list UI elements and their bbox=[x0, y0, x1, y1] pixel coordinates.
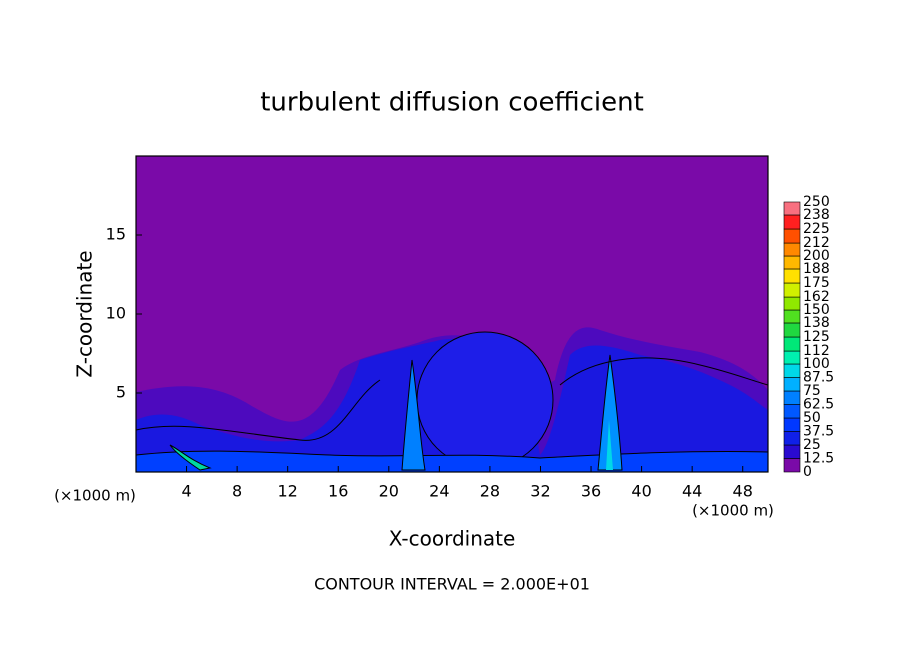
x-unit-left: (×1000 m) bbox=[54, 487, 136, 505]
colorbar-bin bbox=[783, 404, 801, 419]
colorbar-bin bbox=[783, 350, 801, 365]
colorbar-bin bbox=[783, 228, 801, 244]
field bbox=[135, 156, 769, 473]
colorbar-bin bbox=[783, 201, 801, 216]
colorbar-bin bbox=[783, 431, 801, 446]
colorbar-label: 112 bbox=[803, 343, 830, 359]
colorbar-bin bbox=[783, 377, 801, 392]
colorbar-label: 250 bbox=[803, 194, 830, 210]
colorbar-label: 162 bbox=[803, 289, 830, 305]
x-tick-label: 4 bbox=[181, 482, 191, 501]
x-unit-right: (×1000 m) bbox=[692, 502, 774, 520]
field-region bbox=[606, 420, 613, 470]
x-tick-label: 24 bbox=[429, 482, 449, 501]
field-region bbox=[597, 354, 623, 471]
colorbar-label: 12.5 bbox=[803, 451, 834, 467]
footnote: CONTOUR INTERVAL = 2.000E+01 bbox=[314, 575, 590, 594]
x-tick-label: 32 bbox=[530, 482, 550, 501]
colorbar-bin bbox=[783, 282, 801, 298]
contour-line bbox=[135, 357, 769, 441]
x-tick-label: 28 bbox=[480, 482, 500, 501]
colorbar-bin bbox=[783, 336, 801, 352]
colorbar-bin bbox=[783, 444, 801, 459]
colorbar-bin bbox=[783, 214, 801, 230]
colorbar-bin bbox=[783, 322, 801, 338]
x-tick-label: 20 bbox=[379, 482, 399, 501]
colorbar-bin bbox=[783, 458, 801, 473]
x-tick-label: 36 bbox=[581, 482, 601, 501]
colorbar-bin bbox=[783, 417, 801, 432]
colorbar-label: 188 bbox=[803, 261, 830, 277]
x-tick-label: 8 bbox=[232, 482, 242, 501]
colorbar-label: 50 bbox=[803, 410, 821, 426]
y-tick-label: 15 bbox=[106, 225, 126, 244]
field-region bbox=[169, 444, 212, 471]
chart-title: turbulent diffusion coefficient bbox=[260, 88, 644, 118]
field-region bbox=[401, 359, 426, 471]
colorbar-bin bbox=[783, 268, 801, 284]
colorbar-label: 0 bbox=[803, 464, 812, 480]
colorbar-label: 75 bbox=[803, 383, 821, 399]
colorbar-bin bbox=[783, 296, 801, 311]
colorbar-bin bbox=[783, 309, 801, 324]
colorbar-label: 100 bbox=[803, 356, 830, 372]
x-tick-label: 16 bbox=[328, 482, 348, 501]
x-tick-label: 40 bbox=[631, 482, 651, 501]
colorbar-label: 37.5 bbox=[803, 424, 834, 440]
colorbar-bin bbox=[783, 363, 801, 378]
colorbar-label: 150 bbox=[803, 302, 830, 318]
colorbar-label: 62.5 bbox=[803, 397, 834, 413]
colorbar-bin bbox=[783, 255, 801, 270]
colorbar-label: 212 bbox=[803, 235, 830, 251]
colorbar-label: 87.5 bbox=[803, 370, 834, 386]
y-tick-label: 10 bbox=[106, 304, 126, 323]
y-tick-label: 5 bbox=[116, 383, 126, 402]
x-tick-label: 44 bbox=[682, 482, 702, 501]
x-tick-label: 48 bbox=[733, 482, 753, 501]
x-tick-label: 12 bbox=[278, 482, 298, 501]
colorbar-label: 25 bbox=[803, 437, 821, 453]
y-axis-label: Z-coordinate bbox=[73, 250, 97, 377]
colorbar-label: 175 bbox=[803, 275, 830, 291]
colorbar-bin bbox=[783, 242, 801, 257]
colorbar-label: 238 bbox=[803, 207, 830, 223]
colorbar-label: 125 bbox=[803, 329, 830, 345]
field-region bbox=[416, 331, 554, 469]
colorbar-label: 138 bbox=[803, 315, 830, 331]
colorbar-label: 225 bbox=[803, 221, 830, 237]
colorbar-label: 200 bbox=[803, 248, 830, 264]
x-axis-label: X-coordinate bbox=[389, 527, 516, 551]
colorbar-bin bbox=[783, 390, 801, 405]
